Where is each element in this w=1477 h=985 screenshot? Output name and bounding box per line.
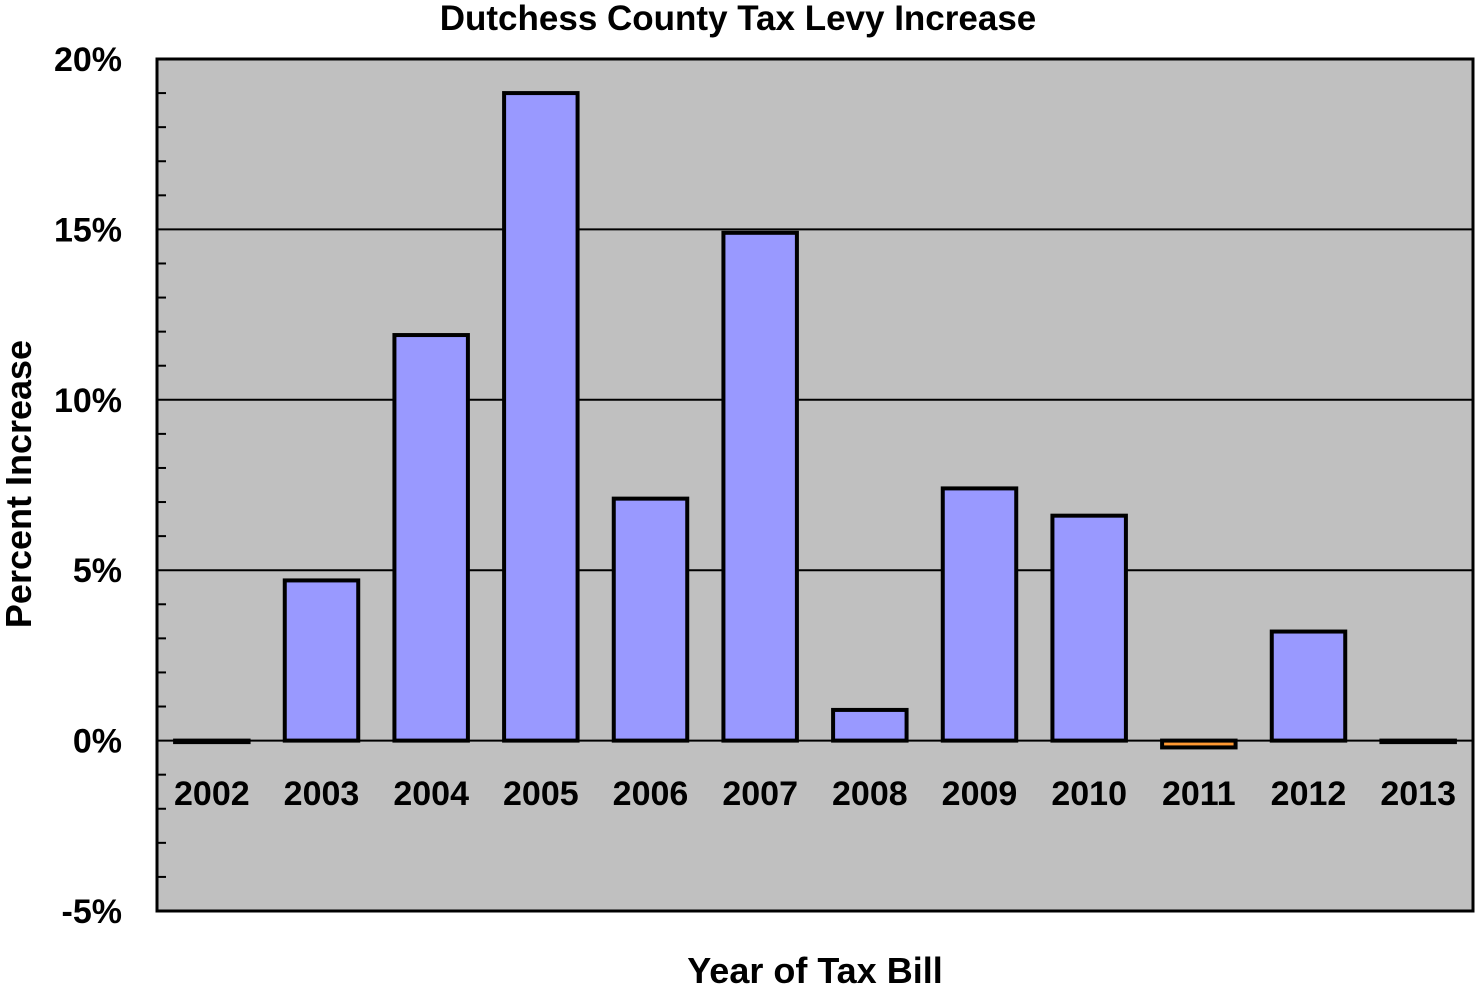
bar-2007: [721, 230, 799, 743]
y-tick-label: 15%: [54, 211, 122, 249]
x-tick-label-2002: 2002: [174, 775, 250, 813]
gridlines: [157, 228, 1473, 742]
bar-2009: [940, 486, 1019, 743]
bar-2013: [1379, 738, 1457, 745]
bar-2006: [611, 496, 690, 743]
y-minor-ticks: [157, 92, 166, 878]
bar-2003: [282, 578, 361, 743]
x-tick-label-2007: 2007: [722, 775, 798, 813]
x-tick-label-2009: 2009: [942, 775, 1018, 813]
bar-2012: [1269, 629, 1348, 743]
bar-2011: [1160, 738, 1238, 750]
x-tick-label-2003: 2003: [284, 775, 360, 813]
x-tick-label-2011: 2011: [1162, 775, 1236, 813]
y-tick-labels: -5% 0% 5% 10% 15% 20%: [54, 41, 122, 931]
bar-2010: [1050, 513, 1128, 743]
x-tick-label-2013: 2013: [1380, 775, 1456, 813]
x-tick-label-2008: 2008: [832, 775, 908, 813]
bars: [173, 91, 1457, 750]
y-tick-label: 5%: [73, 552, 122, 590]
x-tick-label-2004: 2004: [393, 775, 469, 813]
x-tick-label-2010: 2010: [1051, 775, 1127, 813]
y-tick-label: 20%: [54, 41, 122, 79]
y-tick-label: 10%: [54, 382, 122, 420]
x-tick-label-2012: 2012: [1271, 775, 1347, 813]
plot-area: [155, 57, 1475, 913]
y-axis-title: Percent Increase: [0, 340, 39, 628]
y-tick-label: -5%: [62, 893, 122, 931]
chart-title: Dutchess County Tax Levy Increase: [440, 0, 1037, 38]
x-tick-labels: 2002 2003 2004 2005 2006 2007 2008 2009 2010 2011…: [174, 775, 1456, 813]
bar-2002: [173, 738, 251, 745]
bar-2008: [831, 707, 909, 743]
x-axis-title: Year of Tax Bill: [687, 950, 942, 985]
bar-2005: [502, 91, 580, 743]
x-tick-label-2006: 2006: [613, 775, 689, 813]
x-tick-label-2005: 2005: [503, 775, 579, 813]
bar-2004: [392, 333, 470, 743]
y-tick-label: 0%: [73, 723, 122, 761]
